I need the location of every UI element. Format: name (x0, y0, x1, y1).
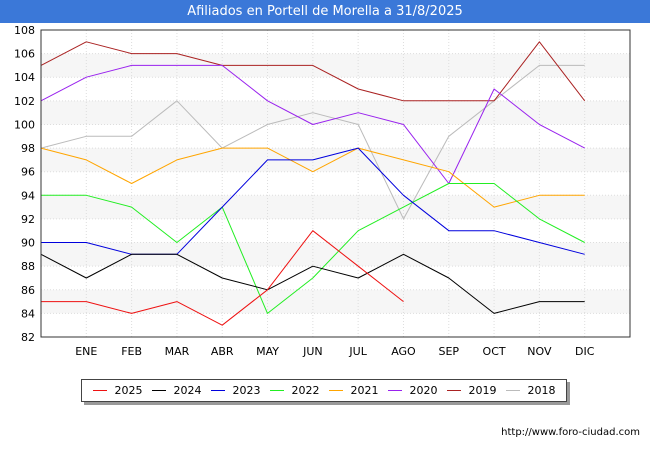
plot-band (41, 77, 630, 101)
y-tick-label: 100 (14, 118, 35, 131)
y-tick-label: 86 (21, 284, 35, 297)
legend-swatch (269, 390, 284, 391)
y-tick-label: 104 (14, 71, 35, 84)
plot-band (41, 171, 630, 196)
plot-border (40, 29, 631, 338)
legend-label: 2020 (409, 384, 438, 397)
x-tick-label: MAR (165, 345, 190, 358)
legend-label: 2022 (291, 384, 320, 397)
legend-swatch (151, 390, 166, 391)
plot-band (41, 100, 630, 125)
y-tick-label: 94 (21, 189, 35, 202)
legend-swatch (210, 390, 225, 391)
plot-band (41, 266, 630, 290)
legend-swatch (505, 390, 520, 391)
plot-band (41, 218, 630, 243)
y-tick-label: 98 (21, 142, 35, 155)
series-line-2025 (41, 230, 404, 326)
x-tick-label: NOV (527, 345, 552, 358)
legend-item-2021: 2021 (328, 384, 379, 397)
legend-label: 2023 (232, 384, 261, 397)
legend-swatch (387, 390, 402, 391)
plot-band (41, 313, 630, 337)
legend-label: 2024 (173, 384, 202, 397)
legend-item-2023: 2023 (210, 384, 261, 397)
x-tick-label: DIC (575, 345, 595, 358)
x-tick-label: SEP (438, 345, 459, 358)
legend-label: 2019 (468, 384, 497, 397)
x-tick-label: ENE (75, 345, 97, 358)
legend-label: 2025 (114, 384, 143, 397)
x-tick-label: JUN (302, 345, 323, 358)
plot-band (41, 124, 630, 149)
legend-label: 2021 (350, 384, 379, 397)
series-line-2019 (40, 41, 586, 102)
footer-url: http://www.foro-ciudad.com (501, 427, 640, 438)
x-tick-label: JUL (348, 345, 367, 358)
x-tick-label: FEB (121, 345, 142, 358)
legend-label: 2018 (527, 384, 556, 397)
y-tick-label: 90 (21, 237, 35, 250)
y-tick-label: 108 (14, 24, 35, 37)
plot-band (41, 30, 630, 54)
legend-item-2019: 2019 (446, 384, 497, 397)
y-tick-label: 96 (21, 166, 35, 179)
legend: 2025 2024 2023 2022 2021 2020 2019 2018 (81, 379, 567, 402)
x-tick-label: MAY (256, 345, 279, 358)
legend-item-2018: 2018 (505, 384, 556, 397)
legend-swatch (446, 390, 461, 391)
plot-band (41, 195, 630, 219)
y-tick-label: 106 (14, 48, 35, 61)
series-line-2022 (41, 183, 585, 314)
legend-item-2025: 2025 (92, 384, 143, 397)
y-tick-label: 84 (21, 307, 35, 320)
legend-item-2022: 2022 (269, 384, 320, 397)
chart-title: Afiliados en Portell de Morella a 31/8/2… (0, 0, 650, 23)
legend-swatch (328, 390, 343, 391)
y-tick-label: 82 (21, 331, 35, 344)
x-tick-label: AGO (391, 345, 416, 358)
legend-item-2020: 2020 (387, 384, 438, 397)
y-tick-label: 102 (14, 95, 35, 108)
series-line-2024 (40, 253, 585, 314)
series-line-2021 (40, 147, 585, 208)
x-tick-label: ABR (211, 345, 234, 358)
x-tick-label: OCT (483, 345, 506, 358)
y-tick-label: 92 (21, 213, 35, 226)
plot-band (41, 53, 630, 78)
series-line-2020 (40, 64, 585, 184)
y-tick-label: 88 (21, 260, 35, 273)
legend-swatch (92, 390, 107, 391)
legend-item-2024: 2024 (151, 384, 202, 397)
